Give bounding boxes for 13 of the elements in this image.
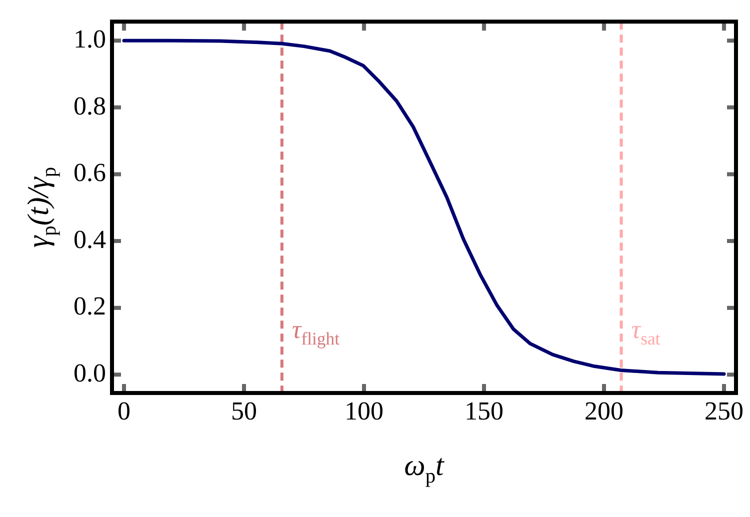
y-tick-label: 1.0 bbox=[74, 24, 106, 54]
y-tick-label: 0.6 bbox=[74, 158, 106, 188]
x-tick-label: 150 bbox=[464, 396, 504, 426]
y-tick-label: 0.4 bbox=[74, 224, 106, 254]
x-tick-label: 200 bbox=[584, 396, 624, 426]
y-tick-label: 0.2 bbox=[74, 292, 106, 321]
x-tick-label: 50 bbox=[231, 396, 257, 426]
y-tick-label: 0.8 bbox=[74, 91, 106, 120]
y-axis-title: γp(t)/γp bbox=[22, 166, 60, 248]
x-tick-label: 0 bbox=[118, 396, 130, 426]
x-tick-label: 250 bbox=[704, 396, 744, 426]
y-tick-label: 0.0 bbox=[74, 358, 106, 388]
x-tick-label: 100 bbox=[344, 396, 384, 426]
